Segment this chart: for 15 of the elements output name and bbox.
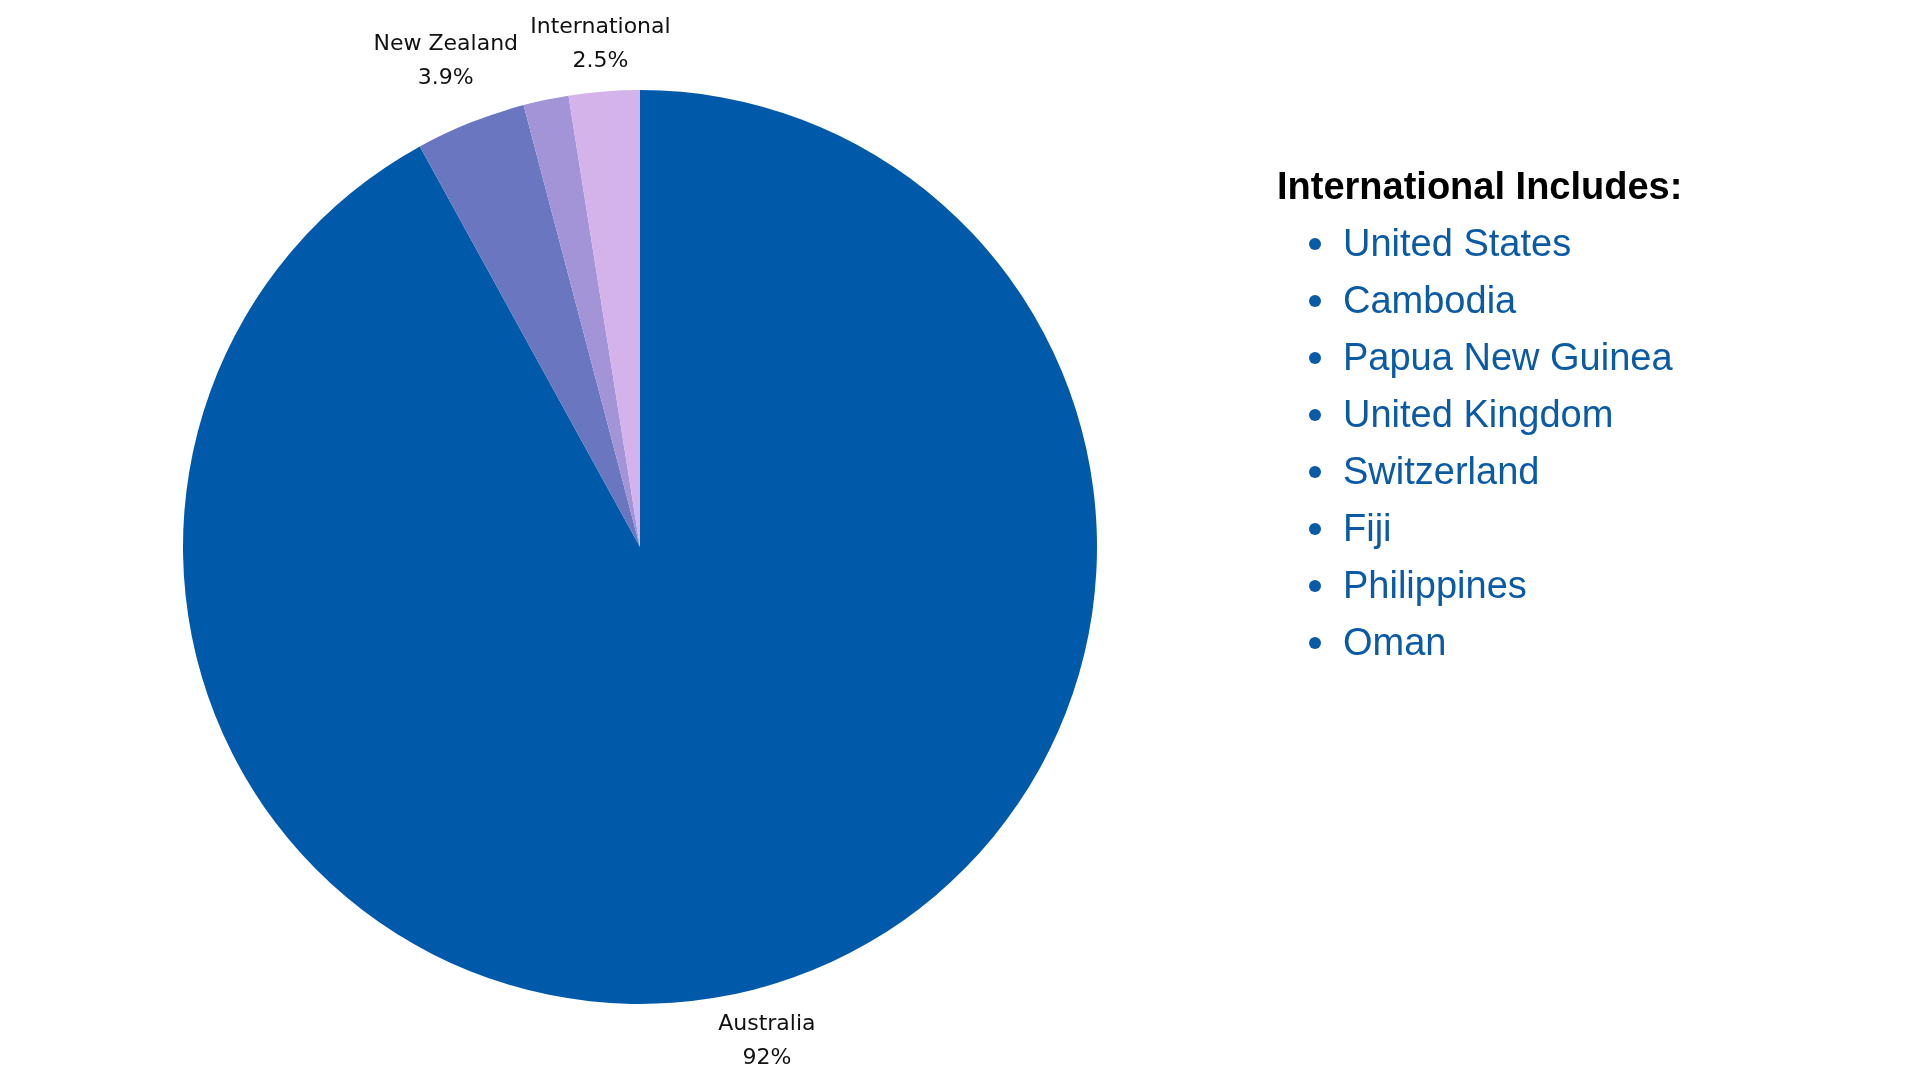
- data-label: 3.9%: [417, 63, 474, 89]
- slice-label: Australia: [718, 1009, 816, 1035]
- slice-label: International: [530, 12, 671, 38]
- data-label: 2.5%: [572, 46, 629, 72]
- text: Switzerland: [1343, 450, 1540, 492]
- text: United Kingdom: [1343, 393, 1614, 435]
- slice-label: New Zealand: [373, 29, 519, 55]
- text: Philippines: [1343, 564, 1527, 606]
- text: Cambodia: [1343, 279, 1517, 321]
- text: Oman: [1343, 621, 1447, 663]
- text: Papua New Guinea: [1343, 336, 1673, 378]
- data-label: 92%: [742, 1043, 792, 1069]
- text: Fiji: [1343, 507, 1392, 549]
- text: International Includes:: [1277, 164, 1683, 209]
- text: United States: [1343, 222, 1572, 264]
